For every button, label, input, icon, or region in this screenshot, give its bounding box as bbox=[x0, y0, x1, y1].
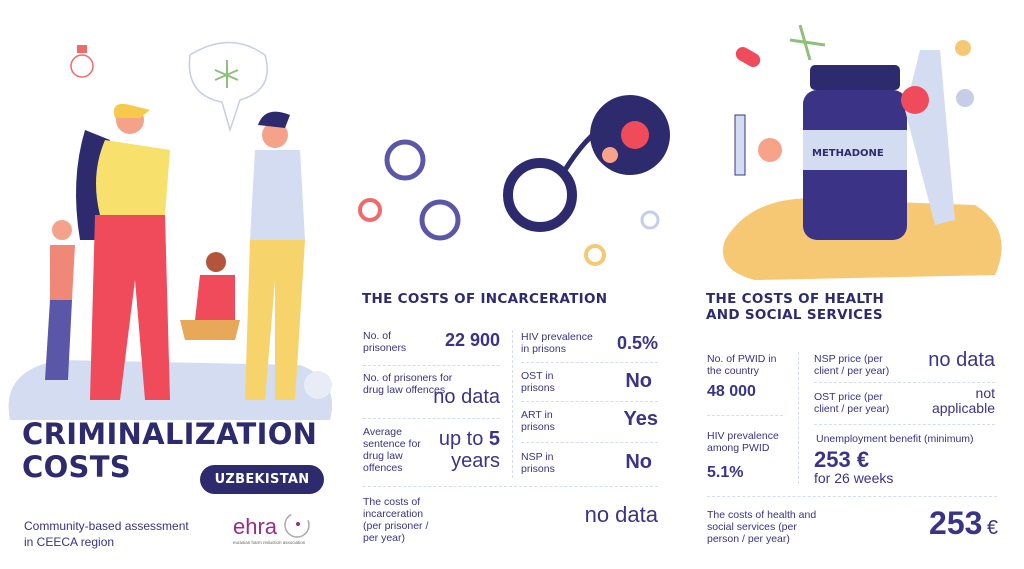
health-cost-label: The costs of health and social services … bbox=[707, 509, 817, 545]
hiv-prisons-value: 0.5% bbox=[616, 333, 658, 353]
logo-text: ehra bbox=[233, 514, 278, 539]
people-illustration bbox=[8, 41, 332, 420]
art-prisons-value: Yes bbox=[623, 408, 658, 430]
ost-price-label: OST price (per client / per year) bbox=[814, 391, 890, 415]
ost-prisons-label: OST in prisons bbox=[521, 370, 555, 394]
subtitle: Community-based assessment in CEECA regi… bbox=[24, 518, 189, 550]
subtitle-line2: in CEECA region bbox=[24, 535, 115, 549]
incarceration-heading: THE COSTS OF INCARCERATION bbox=[362, 291, 608, 307]
bottle-label: METHADONE bbox=[812, 148, 884, 159]
drug-prisoners-value: no data bbox=[433, 386, 500, 408]
unemployment-note: for 26 weeks bbox=[814, 470, 894, 486]
pwid-label: No. of PWID in the country bbox=[707, 353, 777, 377]
hiv-pwid-value: 5.1% bbox=[707, 464, 744, 481]
divider bbox=[521, 362, 658, 363]
divider bbox=[521, 442, 658, 443]
prisoners-label: No. of prisoners bbox=[363, 330, 407, 354]
nsp-price-label: NSP price (per client / per year) bbox=[814, 353, 890, 377]
health-heading-line2: AND SOCIAL SERVICES bbox=[706, 307, 883, 323]
health-cost-currency: € bbox=[986, 517, 998, 539]
ost-prisons-value: No bbox=[625, 370, 652, 392]
sentence-suffix: years bbox=[451, 450, 500, 472]
divider bbox=[707, 415, 783, 416]
divider bbox=[814, 424, 995, 425]
incarceration-cost-value: no data bbox=[584, 502, 658, 527]
hiv-prisons-label: HIV prevalence in prisons bbox=[521, 331, 593, 355]
prisoners-value: 22 900 bbox=[444, 330, 500, 350]
divider bbox=[521, 401, 658, 402]
sentence-prefix: up to bbox=[438, 428, 484, 450]
unemployment-label: Unemployment benefit (minimum) bbox=[816, 433, 974, 445]
ost-price-value-line2: applicable bbox=[931, 400, 995, 416]
column-divider bbox=[512, 330, 513, 478]
logo-mark-icon bbox=[283, 512, 310, 538]
lightbulb-icon bbox=[70, 45, 94, 78]
methadone-illustration: METHADONE bbox=[723, 24, 1002, 280]
sentence-label: Average sentence for drug law offences bbox=[363, 426, 421, 474]
health-heading-line1: THE COSTS OF HEALTH bbox=[706, 291, 885, 307]
handcuffs-illustration bbox=[358, 95, 670, 266]
ehra-logo: ehra eurasian harm reduction association bbox=[233, 510, 312, 545]
hiv-pwid-label: HIV prevalence among PWID bbox=[707, 430, 779, 454]
art-prisons-label: ART in prisons bbox=[521, 409, 555, 433]
drug-prisoners-label: No. of prisoners for drug law offences bbox=[363, 372, 453, 396]
divider bbox=[363, 365, 500, 366]
logo-caption: eurasian harm reduction association bbox=[233, 540, 306, 545]
unemployment-value: 253 € bbox=[814, 447, 870, 472]
sentence-number: 5 bbox=[488, 428, 500, 450]
ost-price-value: not applicable bbox=[908, 386, 995, 416]
subtitle-line1: Community-based assessment bbox=[24, 519, 189, 533]
ost-price-value-line1: not bbox=[975, 385, 995, 401]
health-cost-value: 253 € bbox=[880, 505, 998, 542]
pwid-value: 48 000 bbox=[707, 383, 756, 400]
country-badge: UZBEKISTAN bbox=[200, 465, 324, 494]
divider bbox=[814, 382, 995, 383]
speech-bubble-icon bbox=[188, 41, 268, 133]
nsp-prisons-label: NSP in prisons bbox=[521, 451, 555, 475]
nsp-price-value: no data bbox=[928, 349, 995, 371]
divider bbox=[363, 418, 500, 419]
incarceration-cost-label: The costs of incarceration (per prisoner… bbox=[363, 496, 429, 544]
sentence-value: up to 5 years bbox=[432, 428, 500, 472]
health-heading: THE COSTS OF HEALTH AND SOCIAL SERVICES bbox=[706, 291, 884, 323]
title-line2: COSTS bbox=[22, 450, 131, 484]
health-cost-number: 253 bbox=[929, 505, 983, 541]
title-line1: CRIMINALIZATION bbox=[22, 417, 318, 451]
column-divider bbox=[798, 352, 799, 484]
nsp-prisons-value: No bbox=[625, 451, 652, 473]
divider bbox=[707, 496, 997, 497]
divider bbox=[363, 486, 658, 487]
